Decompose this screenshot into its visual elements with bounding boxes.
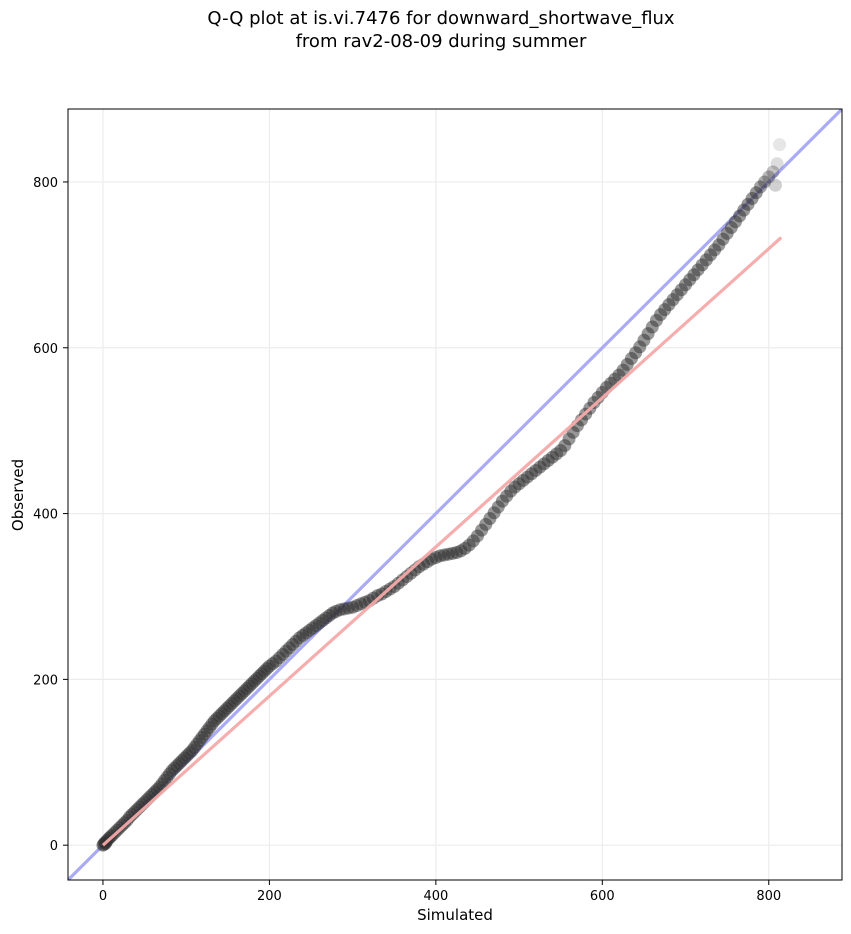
quantile-point: [766, 165, 780, 179]
plot-area: [68, 109, 842, 880]
y-tick-label: 0: [50, 839, 58, 854]
quantile-point: [762, 170, 776, 184]
gridlines: [68, 109, 842, 880]
quantile-point: [749, 186, 763, 200]
quantile-point: [768, 178, 782, 192]
x-tick-label: 600: [590, 889, 615, 904]
quantile-point: [773, 138, 787, 152]
x-axis-label: Simulated: [417, 906, 493, 924]
x-tick-label: 400: [423, 889, 448, 904]
fit-line: [101, 236, 783, 847]
y-tick-label: 600: [33, 342, 58, 357]
x-tick-label: 200: [257, 889, 282, 904]
chart-title-line-1: Q-Q plot at is.vi.7476 for downward_shor…: [207, 8, 675, 29]
x-tick-label: 0: [99, 889, 107, 904]
y-tick-label: 200: [33, 673, 58, 688]
axes-frame: [67, 108, 843, 881]
axis-ticks: 0 200 400 600 800 0 200 400 600 800: [33, 176, 781, 904]
y-tick-label: 800: [33, 176, 58, 191]
chart-title-line-2: from rav2-08-09 during summer: [295, 31, 587, 52]
quantile-point: [758, 175, 772, 189]
y-tick-label: 400: [33, 508, 58, 523]
quantile-point: [770, 157, 784, 171]
x-tick-label: 800: [756, 889, 781, 904]
quantile-point: [753, 180, 767, 194]
y-axis-label: Observed: [9, 459, 27, 531]
